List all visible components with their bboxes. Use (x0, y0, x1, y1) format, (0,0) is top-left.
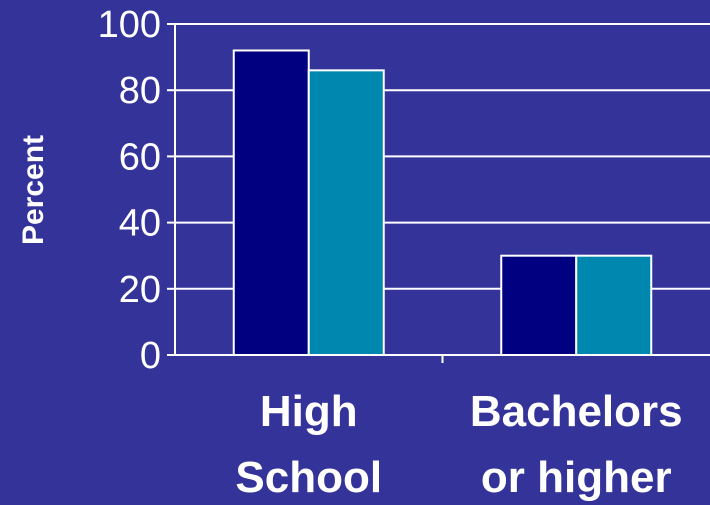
y-tick-labels: 0 20 40 60 80 100 (98, 4, 161, 377)
axes (167, 23, 710, 363)
bar-1-series-1 (575, 254, 653, 356)
x-category-labels: High School Bachelors or higher (235, 387, 682, 502)
y-tick-label-0: 0 (140, 335, 161, 377)
x-category-label-0-line-0: High (260, 387, 358, 436)
y-tick-label-100: 100 (98, 4, 161, 46)
y-tick-label-60: 60 (119, 136, 161, 178)
x-category-label-1-line-0: Bachelors (470, 387, 683, 436)
y-axis-label: Percent (17, 135, 50, 245)
y-tick-label-40: 40 (119, 203, 161, 245)
bar-1-series-0 (500, 254, 578, 356)
bar-0-series-0 (232, 49, 310, 356)
y-tick-label-20: 20 (119, 269, 161, 311)
x-category-label-0-line-1: School (235, 453, 382, 502)
x-category-label-1-line-1: or higher (481, 453, 672, 502)
bar-0-series-1 (307, 69, 385, 356)
bars (232, 49, 653, 356)
y-tick-label-80: 80 (119, 70, 161, 112)
